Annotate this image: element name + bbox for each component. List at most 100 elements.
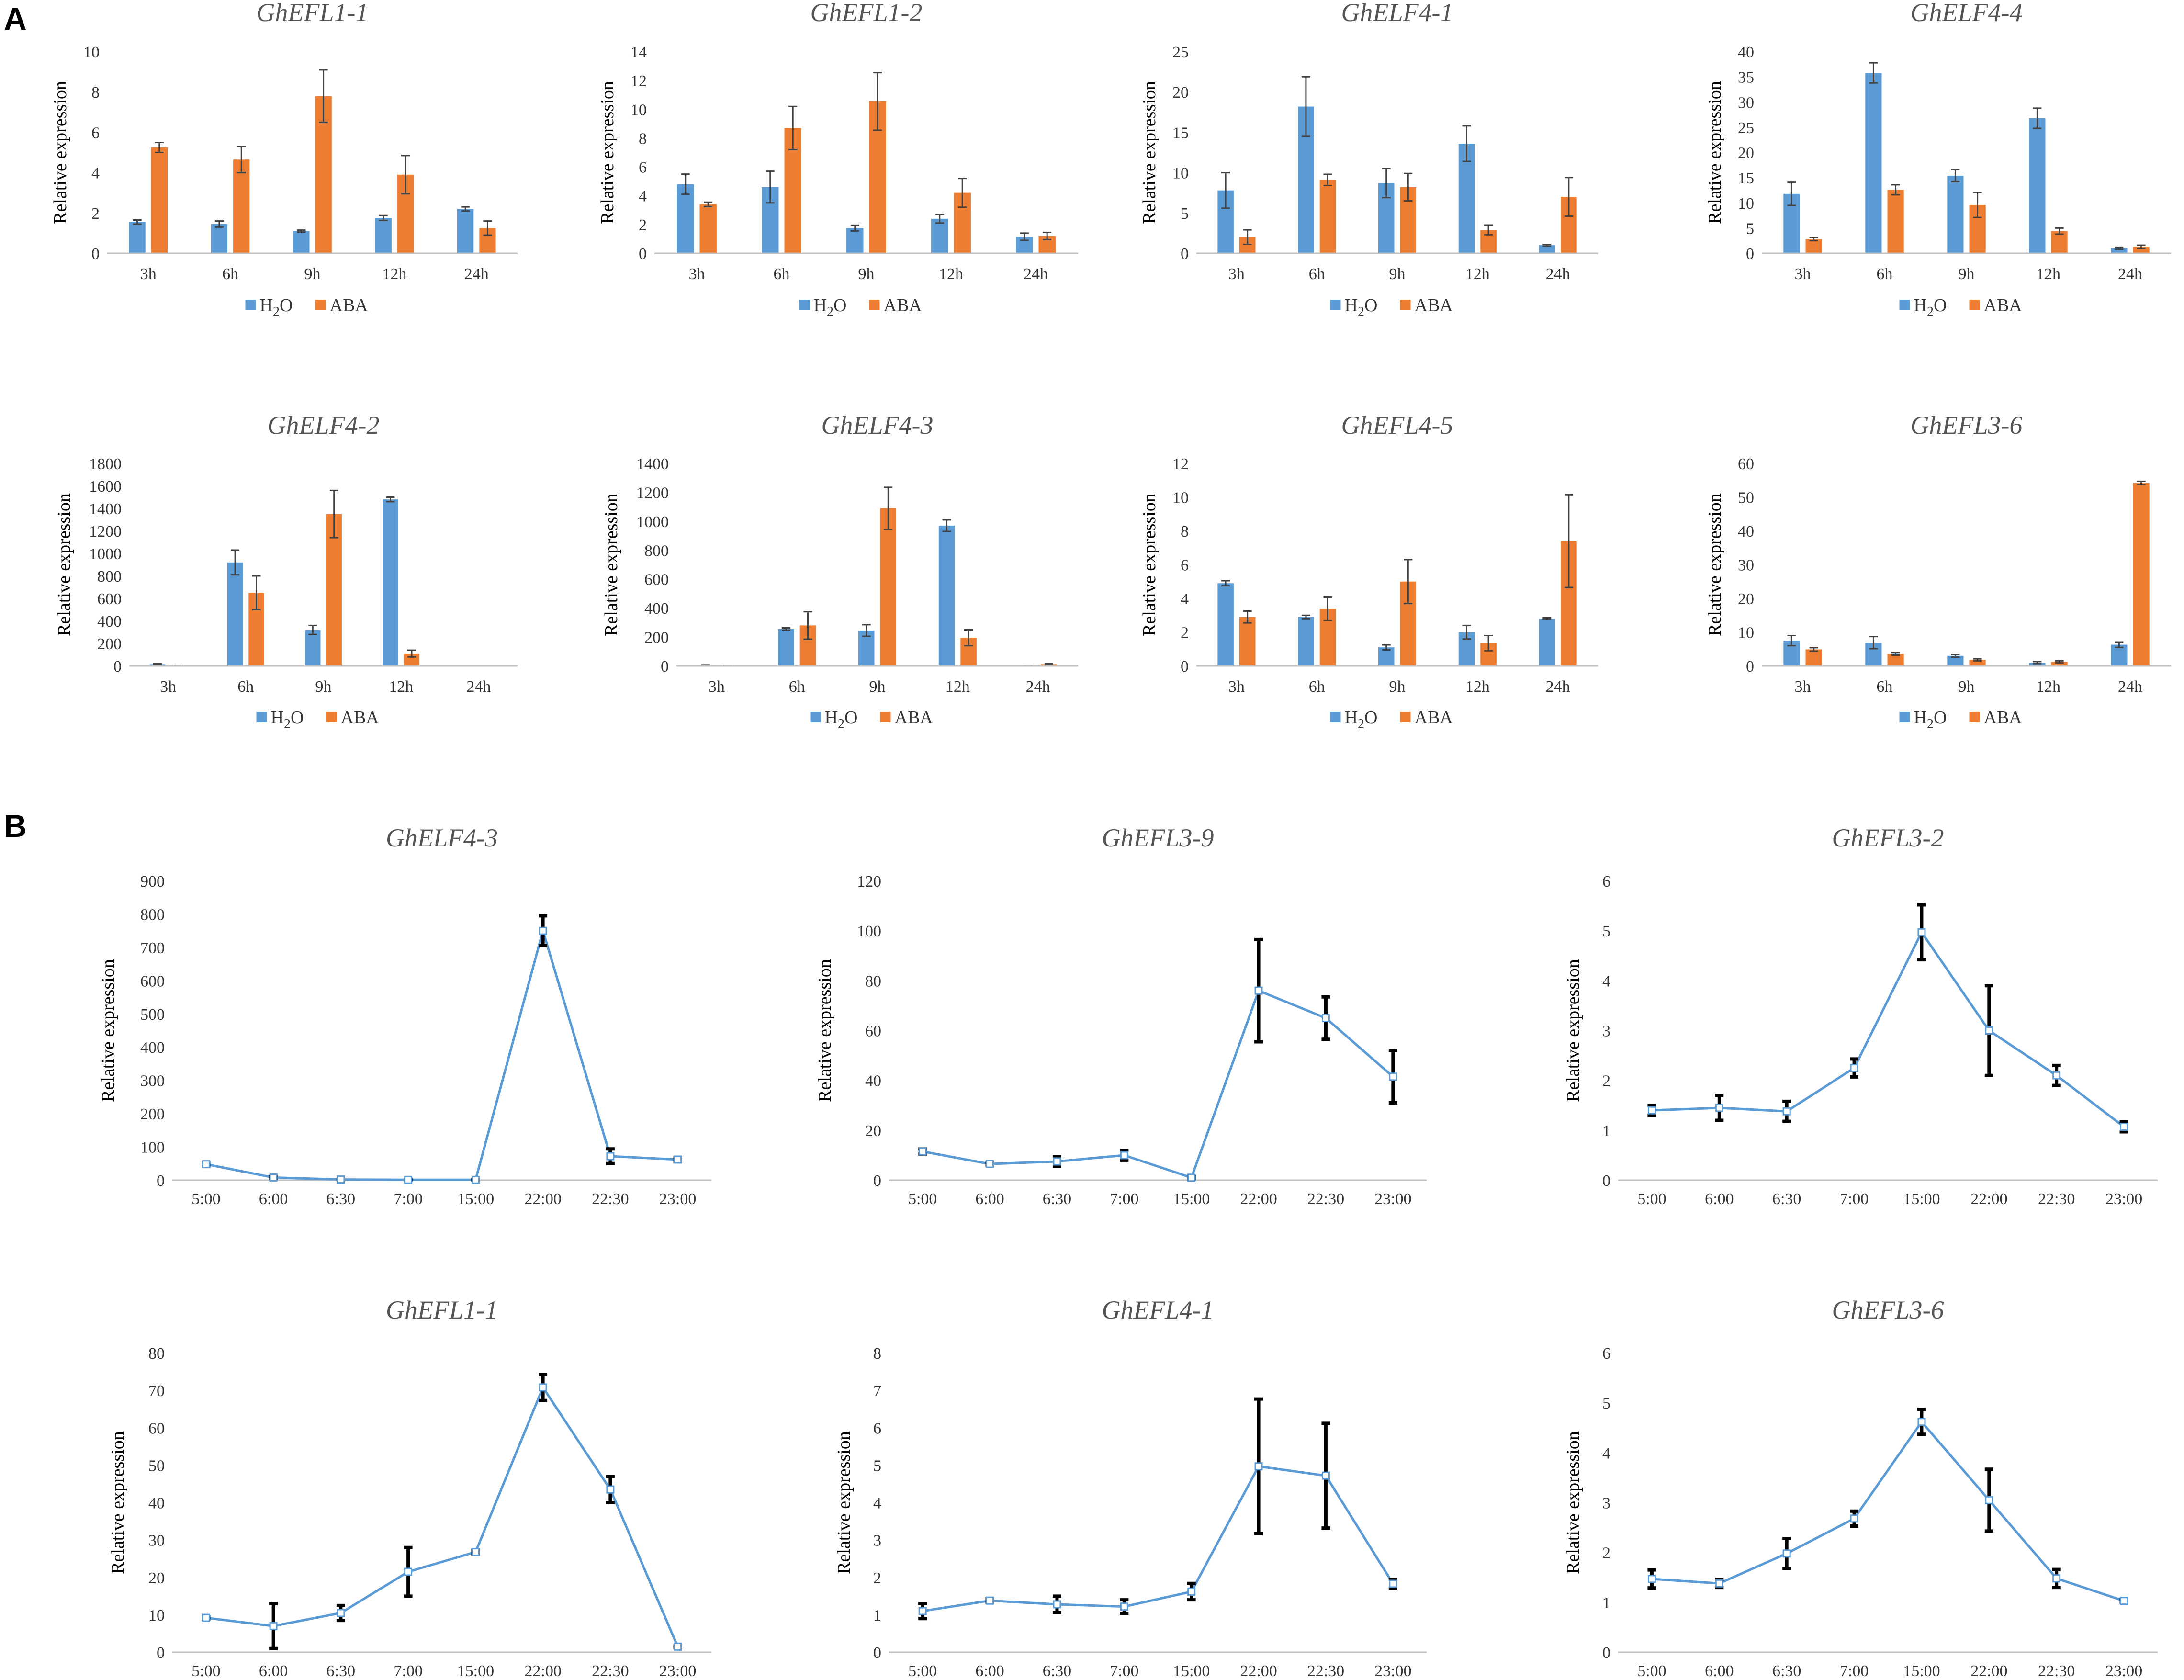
error-bar — [1043, 231, 1052, 240]
error-bar — [1020, 232, 1029, 241]
x-tick-label: 23:00 — [659, 1190, 696, 1208]
legend: H2O ABA — [1330, 295, 1453, 319]
data-point — [539, 1383, 547, 1392]
x-tick-label: 6h — [1877, 678, 1893, 696]
error-bar — [1382, 644, 1391, 651]
error-bar — [1221, 580, 1230, 587]
legend-label-h2o: H2O — [1914, 295, 1947, 319]
series-line — [1652, 931, 2125, 1128]
x-tick-label: 5:00 — [191, 1662, 220, 1680]
y-tick-label: 0 — [1181, 245, 1189, 263]
x-tick-label: 12h — [389, 678, 413, 696]
series-line — [205, 929, 678, 1181]
y-tick-label: 6 — [1602, 873, 1610, 891]
x-tick-label: 9h — [1389, 678, 1406, 696]
error-bar — [2115, 246, 2124, 250]
error-bar — [133, 219, 142, 225]
y-axis-label: Relative expression — [1705, 81, 1725, 224]
x-tick-label: 7:00 — [1840, 1662, 1869, 1680]
data-point — [1187, 1587, 1196, 1596]
y-tick-label: 10 — [1172, 489, 1189, 507]
error-bar — [1787, 635, 1796, 647]
data-point — [1187, 1173, 1196, 1182]
legend-swatch-h2o — [245, 300, 256, 310]
x-tick-label: 6:00 — [259, 1662, 288, 1680]
chart-ghefl1-1: GhEFL1-1 0 2 4 6 8 10 Relative expression 3h 6h 9h… — [50, 0, 518, 319]
chart-ghelf4-3: GhELF4-3 0 100 200 300 400 500 600 700 800 900 Rela… — [98, 823, 711, 1208]
x-tick-label: 15:00 — [457, 1190, 494, 1208]
y-tick-label: 800 — [140, 906, 165, 924]
x-tick-label: 7:00 — [394, 1662, 422, 1680]
chart-ghefl4-5: GhEFL4-5 0 2 4 6 8 10 12 Relative expression 3h 6h… — [1139, 411, 1598, 732]
bar-aba — [2133, 483, 2150, 666]
y-tick-label: 800 — [644, 542, 669, 560]
data-point — [986, 1596, 994, 1605]
chart-ghefl1-1: GhEFL1-1 0 10 20 30 40 50 60 70 80 Relative expres… — [108, 1296, 711, 1680]
data-point — [606, 1485, 615, 1494]
data-point — [269, 1622, 278, 1630]
error-bar — [1462, 624, 1471, 640]
y-tick-label: 1000 — [636, 513, 669, 531]
data-point — [1321, 1014, 1330, 1022]
x-tick-label: 23:00 — [1374, 1190, 1411, 1208]
error-bar — [873, 72, 882, 131]
chart-ghefl3-6: GhEFL3-6 0 1 2 3 4 5 6 Relative expression 5:00 6:… — [1563, 1296, 2158, 1680]
x-tick-label: 22:30 — [1307, 1662, 1344, 1680]
x-tick-label: 6h — [1877, 265, 1893, 283]
error-bar — [401, 155, 410, 195]
x-tick-label: 22:30 — [2038, 1190, 2075, 1208]
x-tick-label: 3h — [160, 678, 176, 696]
data-point — [1782, 1549, 1791, 1558]
x-tick-label: 6:30 — [1043, 1662, 1071, 1680]
data-point — [1389, 1072, 1397, 1081]
legend-swatch-aba — [1400, 300, 1411, 310]
x-tick-label: 22:00 — [1970, 1662, 2007, 1680]
y-tick-label: 400 — [140, 1039, 165, 1057]
y-tick-label: 0 — [1181, 658, 1189, 676]
legend-swatch-aba — [1400, 712, 1411, 722]
error-bar — [1243, 229, 1252, 245]
x-tick-label: 22:30 — [2038, 1662, 2075, 1680]
legend-label-h2o: H2O — [260, 295, 293, 319]
x-tick-label: 24h — [1024, 265, 1048, 283]
error-bar — [461, 206, 470, 212]
legend: H2O ABA — [256, 708, 379, 732]
x-tick-label: 6:00 — [975, 1662, 1004, 1680]
x-tick-label: 24h — [1546, 265, 1570, 283]
y-axis-label: Relative expression — [1563, 959, 1583, 1102]
x-tick-label: 12h — [1465, 678, 1490, 696]
y-tick-label: 0 — [661, 658, 669, 676]
y-tick-label: 50 — [1738, 489, 1754, 507]
chart-title: GhEFL3-6 — [1911, 411, 2023, 440]
x-tick-label: 6:30 — [1772, 1190, 1801, 1208]
y-tick-label: 4 — [1181, 590, 1189, 608]
y-tick-label: 70 — [148, 1382, 165, 1400]
bar-h2o — [375, 218, 392, 253]
x-tick-label: 12h — [939, 265, 963, 283]
error-bar — [297, 229, 306, 233]
bar-h2o — [211, 224, 228, 253]
x-tick-label: 6:00 — [1705, 1190, 1734, 1208]
error-bar — [766, 170, 775, 204]
y-tick-label: 7 — [873, 1382, 881, 1400]
x-tick-label: 7:00 — [1840, 1190, 1869, 1208]
error-bar — [1044, 663, 1053, 666]
x-tick-label: 23:00 — [2105, 1190, 2142, 1208]
y-tick-label: 8 — [873, 1345, 881, 1363]
y-axis-label: Relative expression — [50, 81, 70, 224]
data-point — [269, 1173, 278, 1182]
x-tick-label: 7:00 — [1110, 1190, 1138, 1208]
series-line — [922, 989, 1394, 1179]
legend-label-h2o: H2O — [814, 295, 847, 319]
error-bar — [1404, 559, 1413, 605]
bar-aba — [1887, 190, 1904, 253]
chart-ghelf4-1: GhELF4-1 0 5 10 15 20 25 Relative expression 3h 6… — [1139, 0, 1598, 319]
legend-swatch-aba — [1969, 300, 1980, 310]
legend-label-aba: ABA — [884, 295, 923, 316]
bar-h2o — [1865, 73, 1882, 253]
bar-h2o — [227, 562, 243, 666]
y-tick-label: 15 — [1172, 124, 1189, 142]
y-tick-label: 20 — [1172, 84, 1189, 101]
y-tick-label: 5 — [873, 1457, 881, 1475]
data-point — [2120, 1123, 2128, 1131]
